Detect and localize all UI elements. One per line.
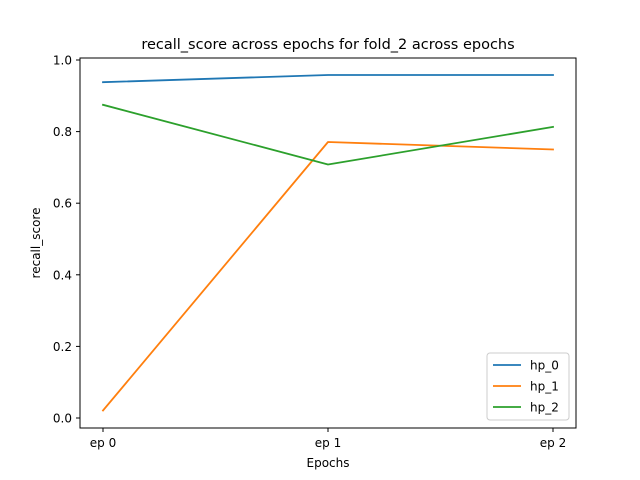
x-axis-label: Epochs [307, 456, 350, 470]
legend-label: hp_0 [530, 359, 559, 373]
chart-title: recall_score across epochs for fold_2 ac… [141, 37, 514, 53]
legend-box [486, 352, 570, 421]
y-tick-label: 0.2 [53, 340, 72, 354]
series-line-hp-0 [102, 74, 554, 84]
legend-label: hp_1 [530, 380, 559, 394]
y-axis-label: recall_score [29, 208, 43, 279]
x-tick-label: ep 2 [540, 436, 566, 450]
y-tick-label: 0.6 [53, 197, 72, 211]
series-line-hp-1 [101, 141, 554, 412]
y-tick-label: 0.8 [53, 125, 72, 139]
x-tick-label: ep 1 [315, 436, 341, 450]
x-axis: ep 0 ep 1 ep 2 [90, 428, 566, 450]
y-tick-label: 0.0 [53, 412, 72, 426]
series-line-hp-2 [101, 103, 555, 166]
x-tick-label: ep 0 [90, 436, 116, 450]
y-tick-label: 0.4 [53, 268, 72, 282]
series-layer [101, 74, 555, 412]
y-tick-label: 1.0 [53, 54, 72, 68]
y-axis: 0.0 0.2 0.4 0.6 0.8 1.0 [53, 54, 80, 426]
legend-label: hp_2 [530, 401, 559, 415]
legend: hp_0 hp_1 hp_2 [486, 352, 570, 421]
